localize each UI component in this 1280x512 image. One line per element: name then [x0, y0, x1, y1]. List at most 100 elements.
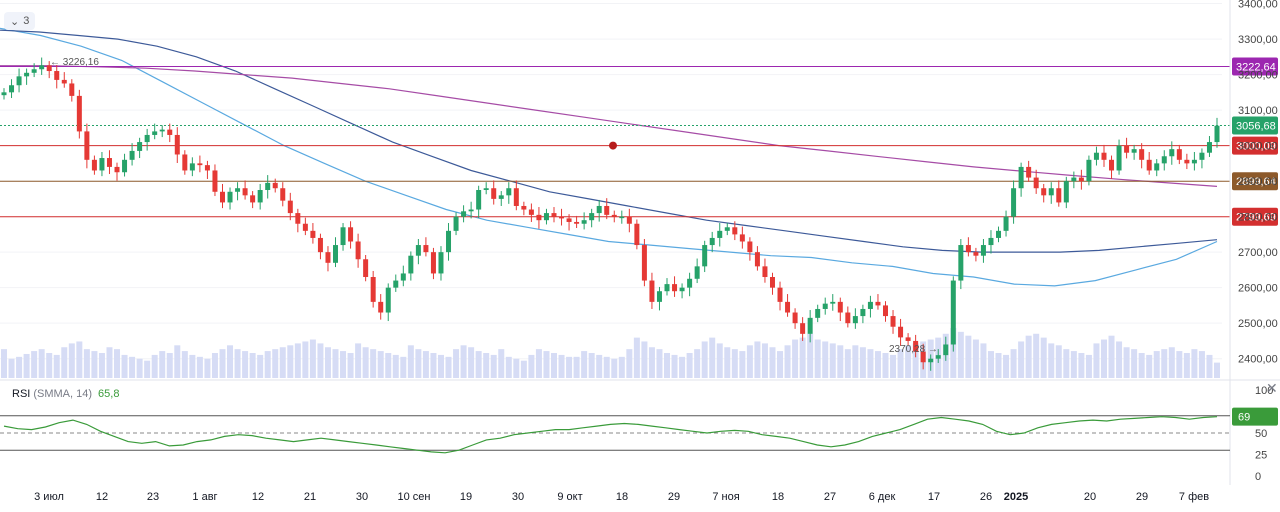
- collapse-indicators-button[interactable]: ⌄ 3: [4, 12, 36, 30]
- volume-bar: [701, 341, 708, 378]
- candle-body: [491, 188, 497, 199]
- alert-marker: [609, 141, 617, 150]
- candle-body: [438, 252, 444, 274]
- volume-bar: [611, 358, 618, 378]
- time-label: 12: [252, 491, 264, 503]
- volume-bar: [1085, 354, 1092, 378]
- volume-bar: [746, 345, 753, 378]
- candle-body: [280, 188, 286, 201]
- volume-bar: [618, 356, 625, 378]
- candle-body: [717, 230, 723, 238]
- candle-body: [106, 158, 112, 167]
- candle-body: [1214, 125, 1220, 143]
- candle-body: [348, 227, 354, 242]
- volume-bar: [453, 349, 460, 378]
- volume-bar: [1010, 349, 1017, 378]
- volume-bar: [377, 351, 384, 378]
- time-label: 12: [96, 491, 108, 503]
- time-label: 7 фев: [1179, 491, 1209, 503]
- rsi-title: RSI: [12, 388, 31, 400]
- volume-bar: [1033, 333, 1040, 378]
- candle-body: [724, 227, 730, 231]
- volume-bar: [189, 354, 196, 378]
- candle-body: [310, 230, 316, 238]
- ma-fast-line: [0, 27, 1218, 287]
- volume-bar: [272, 349, 279, 378]
- volume-bar: [897, 349, 904, 378]
- volume-bar: [294, 343, 301, 378]
- candle-body: [1116, 145, 1122, 171]
- price-level-badge: [1232, 116, 1278, 135]
- volume-bar: [1198, 351, 1205, 378]
- close-rsi-icon[interactable]: ✕: [1266, 380, 1278, 396]
- candle-body: [272, 182, 278, 189]
- volume-bar: [1108, 335, 1115, 378]
- candle-body: [980, 245, 986, 256]
- candle-body: [694, 266, 700, 279]
- volume-bar: [227, 345, 234, 378]
- volume-bar: [596, 354, 603, 378]
- candle-body: [867, 301, 873, 309]
- rsi-value: 65,8: [98, 388, 120, 400]
- volume-bar: [347, 353, 354, 378]
- candle-body: [928, 358, 934, 363]
- volume-bar: [905, 345, 912, 378]
- candle-body: [566, 218, 572, 222]
- volume-bar: [430, 353, 437, 378]
- volume-bar: [792, 339, 799, 378]
- candle-body: [747, 241, 753, 253]
- candle-body: [626, 216, 632, 224]
- candle-body: [1026, 166, 1032, 178]
- candle-body: [99, 158, 105, 171]
- candle-body: [461, 211, 467, 217]
- candle-body: [800, 323, 806, 334]
- volume-bars: [1, 328, 1220, 378]
- candle-body: [709, 237, 715, 246]
- volume-bar: [859, 347, 866, 378]
- candle-body: [1078, 177, 1084, 182]
- volume-bar: [799, 337, 806, 378]
- candle-body: [189, 163, 195, 171]
- candle-body: [875, 301, 881, 306]
- volume-bar: [279, 347, 286, 378]
- volume-bar: [16, 356, 23, 378]
- price-tick: 3400,00: [1238, 0, 1278, 11]
- candle-body: [446, 230, 452, 253]
- candle-body: [1018, 166, 1024, 189]
- candle-body: [822, 303, 828, 309]
- volume-bar: [957, 331, 964, 378]
- volume-bar: [242, 351, 249, 378]
- volume-bar: [98, 353, 105, 378]
- volume-bar: [543, 351, 550, 378]
- candle-body: [672, 284, 678, 292]
- volume-bar: [829, 343, 836, 378]
- candle-body: [641, 245, 647, 281]
- candle-body: [498, 195, 504, 199]
- candle-body: [476, 190, 482, 210]
- time-axis: 3 июл 12 23 1 авг 12 21 30 10 сен 19 30 9 окт 18 29 7…: [34, 491, 1209, 503]
- volume-bar: [822, 341, 829, 378]
- rsi-legend[interactable]: RSI (SMMA, 14) 65,8: [12, 388, 119, 400]
- candle-body: [619, 216, 625, 219]
- candle-body: [702, 245, 708, 267]
- time-label: 30: [512, 491, 524, 503]
- volume-bar: [340, 351, 347, 378]
- volume-bar: [355, 343, 362, 378]
- chevron-down-icon: ⌄: [10, 15, 20, 28]
- volume-bar: [987, 351, 994, 378]
- candle-body: [679, 287, 685, 292]
- candle-body: [754, 252, 760, 267]
- volume-bar: [588, 353, 595, 378]
- candle-body: [528, 209, 534, 215]
- price-tick: 2800,00: [1238, 212, 1278, 224]
- time-label: 17: [928, 491, 940, 503]
- candle-body: [257, 190, 263, 203]
- volume-bar: [317, 343, 324, 378]
- volume-bar: [1176, 351, 1183, 378]
- candle-body: [913, 340, 919, 352]
- volume-bar: [211, 353, 218, 378]
- candle-body: [137, 142, 143, 151]
- candle-body: [882, 305, 888, 317]
- price-tick: 2400,00: [1238, 354, 1278, 366]
